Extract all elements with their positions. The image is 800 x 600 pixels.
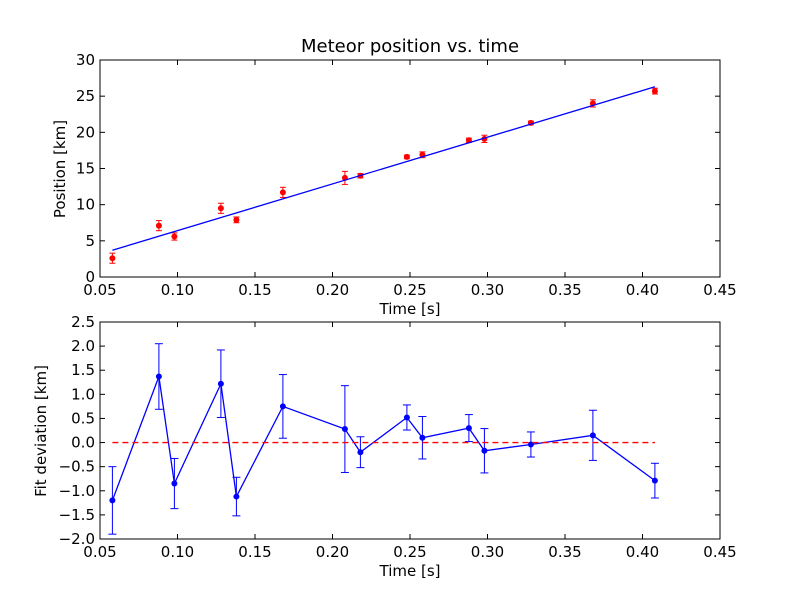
x-tick-label: 0.20 [316, 543, 349, 561]
y-tick-label: 1.0 [71, 385, 95, 403]
x-tick-label: 0.35 [548, 281, 581, 299]
y-tick-label: 10 [76, 196, 95, 214]
x-tick-label: 0.05 [83, 543, 116, 561]
y-tick-label: 0.5 [71, 409, 95, 427]
data-point [233, 493, 240, 500]
y-tick-label: 5 [85, 232, 95, 250]
data-point [171, 233, 178, 240]
chart-title: Meteor position vs. time [301, 36, 519, 57]
data-point [651, 477, 658, 484]
x-tick-label: 0.10 [161, 543, 194, 561]
y-tick-label: 0.0 [71, 434, 95, 452]
x-tick-label: 0.35 [548, 543, 581, 561]
y-tick-label: −2.0 [59, 530, 95, 548]
data-point [217, 380, 224, 387]
y-tick-label: −1.0 [59, 482, 95, 500]
data-point [279, 403, 286, 410]
y-tick-label: −0.5 [59, 458, 95, 476]
x-axis-label: Time [s] [379, 300, 441, 318]
x-tick-label: 0.15 [238, 543, 271, 561]
data-point [403, 153, 410, 160]
y-tick-label: −1.5 [59, 506, 95, 524]
data-point [217, 205, 224, 212]
y-tick-label: 2.5 [71, 313, 95, 331]
x-tick-label: 0.25 [393, 543, 426, 561]
data-point [651, 88, 658, 95]
x-tick-label: 0.15 [238, 281, 271, 299]
x-tick-label: 0.10 [161, 281, 194, 299]
y-tick-label: 20 [76, 123, 95, 141]
y-tick-label: 1.5 [71, 361, 95, 379]
y-tick-label: 25 [76, 87, 95, 105]
data-point [341, 426, 348, 433]
x-axis-label: Time [s] [379, 562, 441, 580]
y-tick-label: 0 [85, 268, 95, 286]
data-point [419, 434, 426, 441]
fit-line [112, 86, 656, 251]
x-tick-label: 0.30 [471, 281, 504, 299]
data-point [155, 222, 162, 229]
fit-deviation-chart: Time [s] Fit deviation [km] 0.05 0.10 0.15… [32, 313, 737, 580]
y-axis-label: Fit deviation [km] [32, 365, 50, 497]
data-point [155, 373, 162, 380]
data-point [589, 432, 596, 439]
data-point [403, 414, 410, 421]
data-point [279, 189, 286, 196]
y-axis-label: Position [km] [51, 120, 69, 218]
x-tick-label: 0.40 [626, 281, 659, 299]
data-point [171, 480, 178, 487]
x-tick-label: 0.45 [703, 543, 736, 561]
y-tick-label: 15 [76, 160, 95, 178]
x-tick-label: 0.30 [471, 543, 504, 561]
data-point [357, 449, 364, 456]
x-tick-label: 0.45 [703, 281, 736, 299]
data-point [481, 447, 488, 454]
data-point [527, 441, 534, 448]
y-tick-label: 30 [76, 51, 95, 69]
data-point [109, 255, 116, 262]
x-tick-label: 0.05 [83, 281, 116, 299]
x-tick-label: 0.25 [393, 281, 426, 299]
x-tick-label: 0.20 [316, 281, 349, 299]
data-point [233, 216, 240, 223]
x-tick-label: 0.40 [626, 543, 659, 561]
data-point [465, 425, 472, 432]
data-point [109, 497, 116, 504]
y-tick-label: 2.0 [71, 337, 95, 355]
position-chart: Meteor position vs. time Time [s] Positi… [51, 36, 737, 318]
